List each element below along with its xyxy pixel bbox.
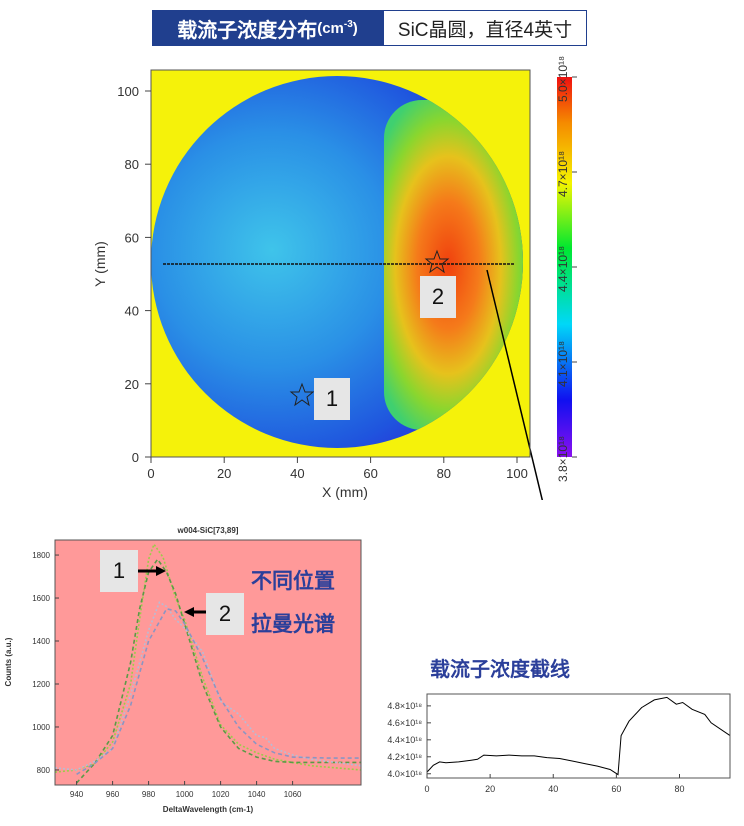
title-main: 载流子浓度分布 bbox=[177, 19, 318, 42]
x-axis-label: X (mm) bbox=[322, 484, 368, 500]
x-tick-label: 40 bbox=[290, 466, 304, 481]
x-tick-label: 980 bbox=[142, 790, 156, 799]
series-line-2-fit bbox=[76, 607, 361, 775]
star-icon bbox=[424, 249, 450, 274]
y-tick-label: 60 bbox=[125, 230, 139, 245]
y-tick-label: 4.8×10¹⁸ bbox=[387, 701, 422, 711]
plot-frame bbox=[54, 539, 362, 786]
x-tick-label: 1040 bbox=[248, 790, 266, 799]
x-tick-label: 80 bbox=[437, 466, 451, 481]
plot-frame bbox=[426, 693, 731, 779]
title-banner: 载流子浓度分布 (cm-3) bbox=[152, 10, 383, 46]
y-tick-label: 4.6×10¹⁸ bbox=[387, 718, 422, 728]
x-tick-label: 0 bbox=[424, 784, 429, 794]
colorbar-tick-label: 4.4×10¹⁸ bbox=[556, 246, 570, 292]
y-tick-label: 1800 bbox=[32, 551, 50, 560]
y-tick-label: 800 bbox=[37, 766, 51, 775]
title-unit: (cm-3) bbox=[317, 19, 358, 37]
x-tick-label: 60 bbox=[611, 784, 621, 794]
x-tick-label: 20 bbox=[485, 784, 495, 794]
carrier-map: 0 20 40 60 80 100 0 20 40 60 80 100 X (mm) Y (mm) 3.8… bbox=[92, 56, 577, 500]
colorbar bbox=[557, 77, 572, 457]
y-tick-label: 1400 bbox=[32, 637, 50, 646]
y-tick-label: 20 bbox=[125, 377, 139, 392]
y-tick-label: 0 bbox=[132, 450, 139, 465]
y-tick-label: 1000 bbox=[32, 723, 50, 732]
spectrum-label-1: 1 bbox=[100, 550, 138, 592]
y-tick-label: 1600 bbox=[32, 594, 50, 603]
series-line-1-fit bbox=[76, 557, 361, 784]
x-tick-label: 0 bbox=[147, 466, 154, 481]
x-tick-label: 940 bbox=[70, 790, 84, 799]
profile-title: 载流子浓度截线 bbox=[430, 659, 570, 681]
x-tick-label: 40 bbox=[548, 784, 558, 794]
series-line-2-raw bbox=[54, 601, 362, 771]
x-tick-label: 1060 bbox=[284, 790, 302, 799]
y-tick-label: 4.4×10¹⁸ bbox=[387, 735, 422, 745]
marker-label-2: 2 bbox=[420, 276, 456, 318]
y-tick-label: 1200 bbox=[32, 680, 50, 689]
colorbar-tick-label: 3.8×10¹⁸ bbox=[556, 436, 570, 482]
colorbar-tick-label: 4.7×10¹⁸ bbox=[556, 151, 570, 197]
annotation-line1: 不同位置 bbox=[251, 570, 335, 593]
x-tick-label: 1000 bbox=[176, 790, 194, 799]
y-tick-label: 100 bbox=[117, 84, 139, 99]
x-axis-label: DeltaWavelength (cm-1) bbox=[163, 805, 254, 814]
y-axis-label: Counts (a.u.) bbox=[4, 637, 13, 686]
spectra-title: w004-SiC[73,89] bbox=[177, 526, 239, 535]
map-frame bbox=[150, 69, 531, 458]
series-line-profile bbox=[426, 696, 731, 776]
y-axis-label: Y (mm) bbox=[92, 241, 108, 287]
annotation-line2: 拉曼光谱 bbox=[251, 613, 335, 636]
x-tick-label: 20 bbox=[217, 466, 231, 481]
plot-background bbox=[427, 694, 730, 778]
y-tick-label: 4.2×10¹⁸ bbox=[387, 752, 422, 762]
star-icon bbox=[289, 382, 315, 407]
x-tick-label: 80 bbox=[674, 784, 684, 794]
y-tick-label: 4.0×10¹⁸ bbox=[387, 769, 422, 779]
y-tick-label: 80 bbox=[125, 157, 139, 172]
series-line-1-raw bbox=[54, 542, 362, 773]
spectrum-label-2: 2 bbox=[206, 593, 244, 635]
colorbar-tick-label: 4.1×10¹⁸ bbox=[556, 341, 570, 387]
x-tick-label: 60 bbox=[363, 466, 377, 481]
colorbar-tick-label: 5.0×10¹⁸ bbox=[556, 56, 570, 102]
x-tick-label: 100 bbox=[506, 466, 528, 481]
marker-label-1: 1 bbox=[314, 378, 350, 420]
x-tick-label: 1020 bbox=[212, 790, 230, 799]
profile-chart: 0 20 40 60 80 4.0×10¹⁸ 4.2×10¹⁸ 4.4×10¹⁸ 4.6×10¹… bbox=[387, 693, 731, 794]
y-tick-label: 40 bbox=[125, 304, 139, 319]
subtitle-box: SiC晶圆，直径4英寸 bbox=[383, 10, 587, 46]
x-tick-label: 960 bbox=[106, 790, 120, 799]
